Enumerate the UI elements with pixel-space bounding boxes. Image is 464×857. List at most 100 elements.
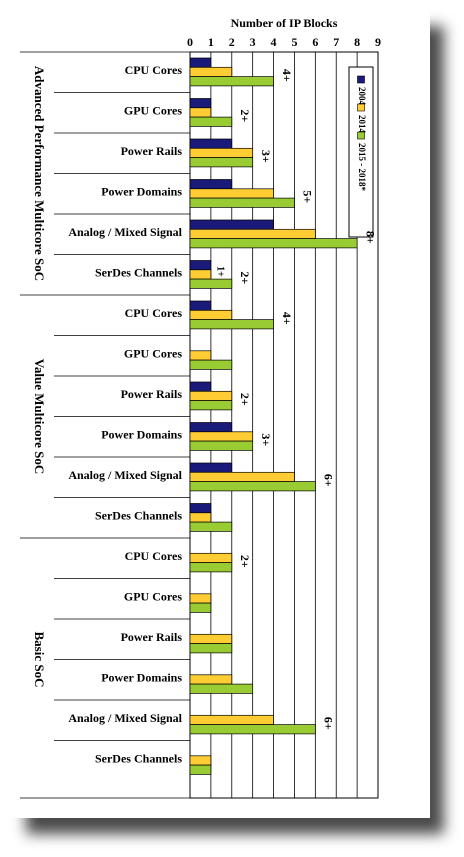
bar-annotation: 2+ bbox=[238, 555, 252, 568]
category-label: SerDes Channels bbox=[95, 509, 182, 523]
group-label: Basic SoC bbox=[32, 632, 47, 688]
bar-2014 bbox=[189, 674, 233, 685]
bar-annotation: 8+ bbox=[363, 231, 377, 244]
bar-annotation: 3+ bbox=[259, 433, 273, 446]
bar-2014 bbox=[189, 66, 233, 77]
bar-2015-2018 bbox=[189, 764, 212, 775]
bar-annotation: 3+ bbox=[259, 150, 273, 163]
x-tick-label: 9 bbox=[375, 35, 381, 49]
bar-2004 bbox=[189, 179, 233, 190]
bar-2014 bbox=[189, 593, 212, 604]
category-label: Power Rails bbox=[121, 387, 183, 401]
category-label: GPU Cores bbox=[124, 104, 182, 118]
bar-2014 bbox=[189, 552, 233, 563]
x-tick-label: 0 bbox=[187, 35, 193, 49]
group-label: Value Multicore SoC bbox=[32, 359, 47, 475]
bar-2014 bbox=[189, 714, 274, 725]
x-tick-label: 4 bbox=[271, 35, 277, 49]
x-tick-label: 7 bbox=[333, 35, 339, 49]
bar-2014 bbox=[189, 269, 212, 280]
bar-2015-2018 bbox=[189, 562, 233, 573]
bar-2004 bbox=[189, 98, 212, 109]
category-label: Analog / Mixed Signal bbox=[68, 711, 182, 725]
bar-2014 bbox=[189, 350, 212, 361]
x-tick-label: 1 bbox=[208, 35, 214, 49]
x-tick-label: 2 bbox=[229, 35, 235, 49]
bar-2004 bbox=[189, 138, 233, 149]
bar-annotation: 2+ bbox=[238, 393, 252, 406]
bar-2004 bbox=[189, 260, 212, 271]
bar-2015-2018 bbox=[189, 724, 316, 735]
bar-annotation: 2+ bbox=[238, 109, 252, 122]
chart-card: Number of IP Blocks 0 1 2 3 4 5 6 7 8 9 2004 2014 201… bbox=[10, 10, 430, 818]
legend-swatch bbox=[357, 131, 365, 140]
bar-2014 bbox=[189, 633, 233, 644]
bar-2015-2018 bbox=[189, 278, 233, 289]
category-label: Power Domains bbox=[101, 428, 182, 442]
bar-2014 bbox=[189, 228, 316, 239]
bar-2015-2018 bbox=[189, 683, 254, 694]
bar-2004 bbox=[189, 57, 212, 68]
category-label: Power Rails bbox=[121, 144, 183, 158]
category-label: Power Rails bbox=[121, 630, 183, 644]
category-label: Analog / Mixed Signal bbox=[68, 225, 182, 239]
legend-label: 2004 bbox=[357, 87, 367, 106]
bar-2015-2018 bbox=[189, 319, 274, 330]
bar-2015-2018 bbox=[189, 238, 358, 249]
bar-2015-2018 bbox=[189, 400, 233, 411]
category-label: CPU Cores bbox=[125, 306, 183, 320]
bar-2015-2018 bbox=[189, 76, 274, 87]
bar-2014 bbox=[189, 431, 254, 442]
bar-2014 bbox=[189, 471, 295, 482]
bar-annotation: 1+ bbox=[215, 266, 226, 277]
bar-2014 bbox=[189, 188, 274, 199]
bar-2014 bbox=[189, 390, 233, 401]
category-label: SerDes Channels bbox=[95, 752, 182, 766]
bar-2004 bbox=[189, 503, 212, 514]
category-label: Power Domains bbox=[101, 185, 182, 199]
bar-annotation: 5+ bbox=[301, 190, 315, 203]
legend-swatch bbox=[357, 75, 365, 84]
bar-2015-2018 bbox=[189, 521, 233, 532]
bar-2015-2018 bbox=[189, 359, 233, 370]
bar-2004 bbox=[189, 462, 233, 473]
bar-2015-2018 bbox=[189, 157, 254, 168]
bar-2015-2018 bbox=[189, 116, 233, 127]
category-label: GPU Cores bbox=[124, 347, 182, 361]
group-label: Advanced Performance Multicore SoC bbox=[32, 66, 47, 281]
bar-annotation: 4+ bbox=[280, 69, 294, 82]
bar-2004 bbox=[189, 381, 212, 392]
x-tick-label: 3 bbox=[250, 35, 256, 49]
bar-2015-2018 bbox=[189, 643, 233, 654]
category-label: CPU Cores bbox=[125, 549, 183, 563]
bar-2014 bbox=[189, 107, 212, 118]
bar-2004 bbox=[189, 422, 233, 433]
category-label: CPU Cores bbox=[125, 63, 183, 77]
bar-annotation: 6+ bbox=[322, 717, 336, 730]
ip-blocks-chart: Number of IP Blocks 0 1 2 3 4 5 6 7 8 9 2004 2014 201… bbox=[20, 16, 381, 799]
legend-box bbox=[348, 66, 374, 238]
bar-2004 bbox=[189, 219, 274, 230]
bar-2014 bbox=[189, 512, 212, 523]
category-label: SerDes Channels bbox=[95, 266, 182, 280]
legend-swatch bbox=[357, 103, 365, 112]
x-tick-label: 5 bbox=[291, 35, 297, 49]
bar-2014 bbox=[189, 309, 233, 320]
bar-2015-2018 bbox=[189, 602, 212, 613]
bar-annotation: 2+ bbox=[238, 271, 252, 284]
bar-2015-2018 bbox=[189, 440, 254, 451]
category-label: Power Domains bbox=[101, 671, 182, 685]
bar-annotation: 4+ bbox=[280, 312, 294, 325]
bar-2015-2018 bbox=[189, 481, 316, 492]
chart-title: Number of IP Blocks bbox=[231, 16, 338, 30]
x-tick-label: 6 bbox=[312, 35, 318, 49]
legend-label: 2015 - 2018* bbox=[357, 143, 367, 191]
x-tick-label: 8 bbox=[354, 35, 360, 49]
category-label: GPU Cores bbox=[124, 590, 182, 604]
bar-2014 bbox=[189, 755, 212, 766]
bar-annotation: 6+ bbox=[322, 474, 336, 487]
legend-label: 2014 bbox=[357, 115, 367, 134]
category-label: Analog / Mixed Signal bbox=[68, 468, 182, 482]
bar-2015-2018 bbox=[189, 197, 295, 208]
bar-2004 bbox=[189, 300, 212, 311]
